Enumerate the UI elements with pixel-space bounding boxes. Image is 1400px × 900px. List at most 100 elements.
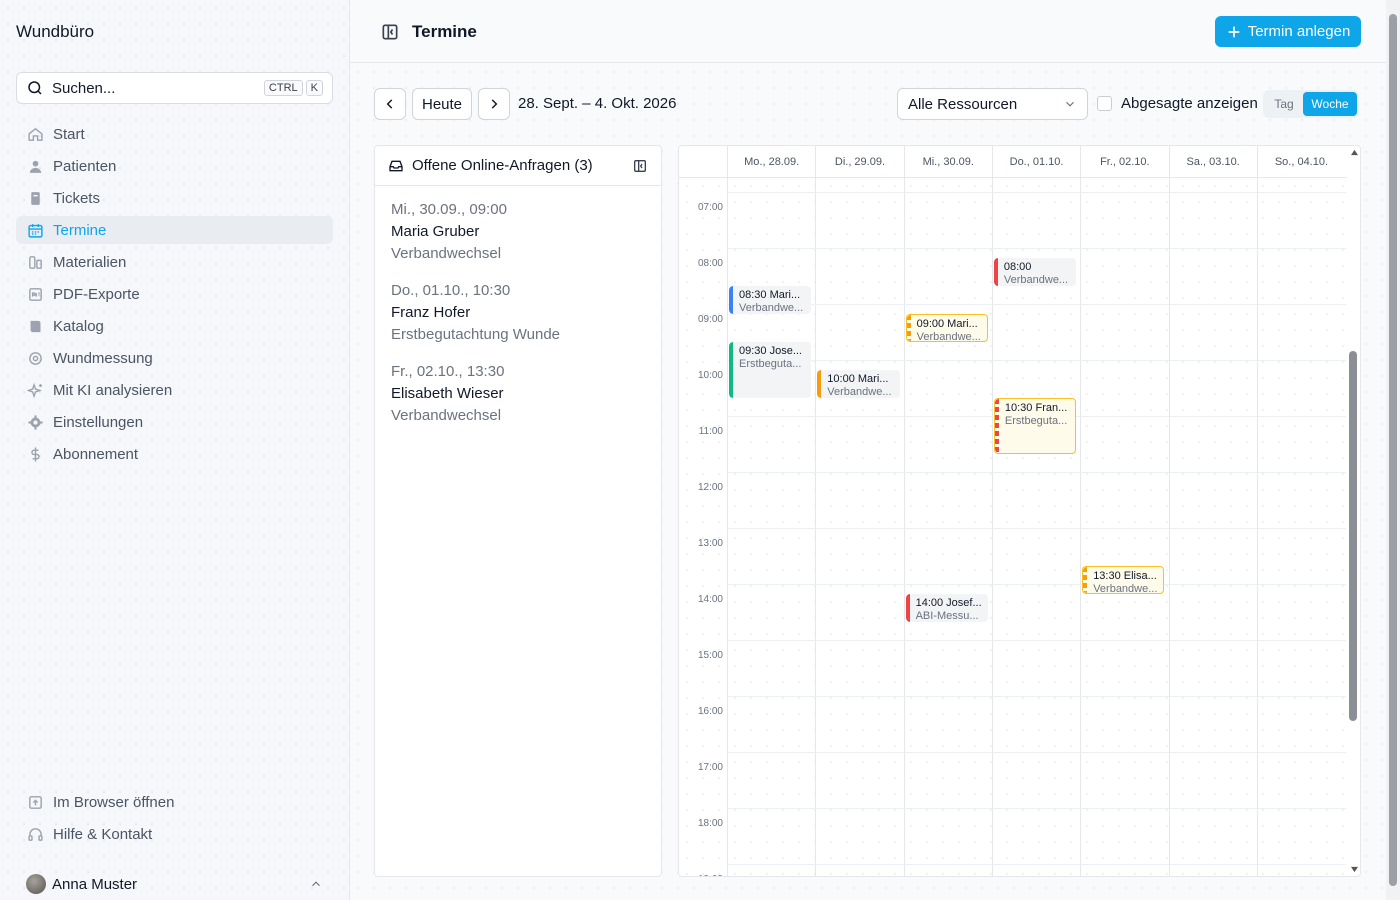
nav-item-ki-analyse[interactable]: Mit KI analysieren xyxy=(16,376,333,404)
event-color-bar xyxy=(729,285,733,314)
day-column-divider xyxy=(991,178,993,876)
appointment-event[interactable]: 13:30 Elisa... Verbandwe... xyxy=(1082,565,1165,594)
resource-select-value: Alle Ressourcen xyxy=(908,95,1018,113)
day-header[interactable]: So., 04.10. xyxy=(1256,146,1345,178)
time-label: 10:00 xyxy=(697,369,723,381)
appointment-event[interactable]: 08:00 Verbandwe... xyxy=(993,257,1077,286)
request-item[interactable]: Fr., 02.10., 13:30 Elisabeth Wieser Verban… xyxy=(375,363,661,429)
request-item[interactable]: Do., 01.10., 10:30 Franz Hofer Erstbegutac… xyxy=(375,282,661,348)
hour-line xyxy=(727,191,1347,193)
time-label: 08:00 xyxy=(697,257,723,269)
hour-line xyxy=(727,359,1347,361)
nav-item-start[interactable]: Start xyxy=(16,120,333,148)
event-type: Verbandwe... xyxy=(827,385,892,398)
brand-name: Wundbüro xyxy=(16,22,95,41)
request-date: Do., 01.10., 10:30 xyxy=(391,282,511,299)
time-label: 07:00 xyxy=(697,201,723,213)
day-column-divider xyxy=(815,178,817,876)
event-title: 13:30 Elisa... xyxy=(1093,569,1157,582)
inbox-icon xyxy=(389,160,403,171)
main-area: Termine Termin anlegen Heute 28. Sept. –… xyxy=(350,0,1400,900)
home-icon xyxy=(28,127,43,141)
time-label: 18:00 xyxy=(697,817,723,829)
avatar xyxy=(26,874,46,894)
nav-item-patienten[interactable]: Patienten xyxy=(16,152,333,180)
chevron-up-icon xyxy=(312,881,320,887)
hour-line xyxy=(727,471,1347,473)
nav-item-hilfe[interactable]: Hilfe & Kontakt xyxy=(16,820,333,848)
view-week-button[interactable]: Woche xyxy=(1303,92,1357,116)
pdf-icon xyxy=(29,287,42,301)
request-type: Verbandwechsel xyxy=(391,245,502,262)
nav-item-termine[interactable]: Termine xyxy=(16,216,333,244)
window-scrollbar-thumb[interactable] xyxy=(1389,14,1397,886)
request-date: Fr., 02.10., 13:30 xyxy=(391,363,505,380)
headset-icon xyxy=(28,827,43,841)
search-input[interactable]: Suchen... CTRL K xyxy=(16,72,333,104)
resource-select[interactable]: Alle Ressourcen xyxy=(897,88,1088,120)
date-range: 28. Sept. – 4. Okt. 2026 xyxy=(518,95,677,112)
nav-item-pdf-exporte[interactable]: PDF-Exporte xyxy=(16,280,333,308)
request-date: Mi., 30.09., 09:00 xyxy=(391,201,507,218)
request-patient-name: Elisabeth Wieser xyxy=(391,385,504,402)
user-menu[interactable]: Anna Muster xyxy=(16,870,333,898)
event-color-bar xyxy=(994,398,999,453)
appointment-event[interactable]: 09:30 Jose... Erstbeguta... xyxy=(729,341,812,398)
chevron-left-icon xyxy=(386,99,393,109)
calendar-scrollbar-thumb[interactable] xyxy=(1349,351,1357,721)
new-appointment-label: Termin anlegen xyxy=(1247,23,1351,40)
nav-item-katalog[interactable]: Katalog xyxy=(16,312,333,340)
prev-week-button[interactable] xyxy=(374,88,406,120)
appointment-event[interactable]: 14:00 Josef... ABI-Messu... xyxy=(905,593,988,622)
appointment-event[interactable]: 09:00 Mari... Verbandwe... xyxy=(905,313,988,342)
time-label: 19:00 xyxy=(679,874,723,876)
day-header[interactable]: Mo., 28.09. xyxy=(727,146,815,178)
event-type: Verbandwe... xyxy=(916,330,981,342)
measure-icon xyxy=(29,351,42,365)
day-header[interactable]: Fr., 02.10. xyxy=(1080,146,1168,178)
appointment-event[interactable]: 10:30 Fran... Erstbeguta... xyxy=(993,397,1077,454)
scroll-up-arrow-icon[interactable] xyxy=(1350,149,1359,156)
event-title: 09:00 Mari... xyxy=(916,317,978,330)
event-title: 08:00 xyxy=(1003,260,1032,273)
nav-item-abonnement[interactable]: Abonnement xyxy=(16,440,333,468)
nav-item-wundmessung[interactable]: Wundmessung xyxy=(16,344,333,372)
nav-item-materialien[interactable]: Materialien xyxy=(16,248,333,276)
window-scrollbar[interactable] xyxy=(1386,0,1400,900)
day-header[interactable]: Sa., 03.10. xyxy=(1168,146,1257,178)
nav-label: Katalog xyxy=(53,317,104,335)
nav-item-tickets[interactable]: Tickets xyxy=(16,184,333,212)
new-appointment-button[interactable]: Termin anlegen xyxy=(1215,16,1361,47)
day-header[interactable]: Do., 01.10. xyxy=(991,146,1080,178)
time-label: 16:00 xyxy=(697,705,723,717)
event-type: Erstbeguta... xyxy=(1004,414,1068,427)
time-label: 11:00 xyxy=(698,425,723,437)
day-header[interactable]: Di., 29.09. xyxy=(815,146,903,178)
nav-item-browser[interactable]: Im Browser öffnen xyxy=(16,788,333,816)
day-header[interactable]: Mi., 30.09. xyxy=(903,146,992,178)
hour-line xyxy=(727,247,1347,249)
appointment-event[interactable]: 10:00 Mari... Verbandwe... xyxy=(817,369,900,398)
nav-label: Tickets xyxy=(53,189,100,207)
event-title: 14:00 Josef... xyxy=(915,596,982,609)
hour-line xyxy=(727,527,1347,529)
nav-item-einstellungen[interactable]: Einstellungen xyxy=(16,408,333,436)
request-item[interactable]: Mi., 30.09., 09:00 Maria Gruber Verbandwec… xyxy=(375,201,661,267)
show-cancelled-label[interactable]: Abgesagte anzeigen xyxy=(1121,95,1258,112)
show-cancelled-checkbox[interactable] xyxy=(1097,96,1112,111)
next-week-button[interactable] xyxy=(478,88,510,120)
search-icon xyxy=(28,81,42,95)
gear-icon xyxy=(28,414,43,430)
sidebar-toggle-icon[interactable] xyxy=(380,22,400,42)
today-button[interactable]: Heute xyxy=(412,88,472,120)
appointment-event[interactable]: 08:30 Mari... Verbandwe... xyxy=(729,285,812,314)
online-requests-panel: Offene Online-Anfragen (3) Mi., 30.09., … xyxy=(374,145,662,877)
day-column-divider xyxy=(903,178,905,876)
time-label: 12:00 xyxy=(697,481,723,493)
nav-label: PDF-Exporte xyxy=(53,285,140,303)
view-day-button[interactable]: Tag xyxy=(1274,97,1294,111)
time-label: 15:00 xyxy=(697,649,723,661)
scroll-down-arrow-icon[interactable] xyxy=(1350,866,1359,873)
chevron-down-icon xyxy=(1066,101,1074,107)
collapse-panel-icon[interactable] xyxy=(632,158,648,174)
